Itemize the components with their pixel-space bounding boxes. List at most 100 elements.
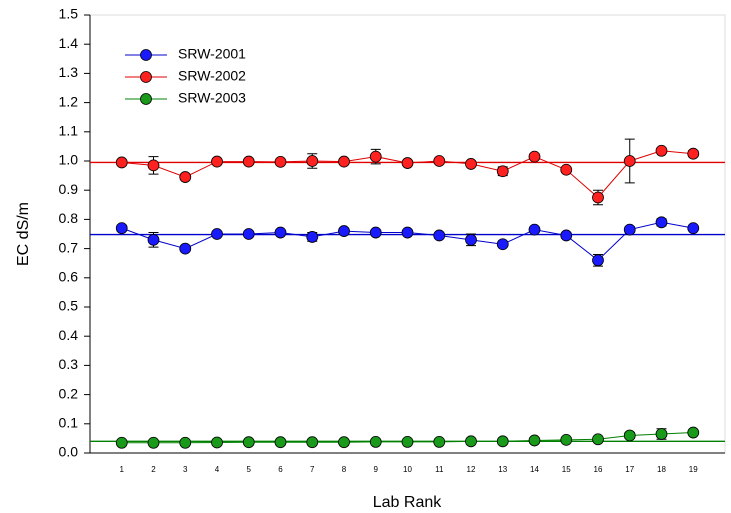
data-point (179, 436, 192, 449)
data-point (369, 226, 382, 239)
data-point (115, 436, 128, 449)
x-tick-label: 6 (278, 465, 283, 474)
x-tick-label: 9 (374, 465, 379, 474)
data-point (274, 155, 287, 168)
x-tick-label: 2 (151, 465, 156, 474)
data-point (687, 147, 700, 160)
x-tick-label: 17 (625, 465, 634, 474)
data-point (655, 216, 668, 229)
data-point (433, 155, 446, 167)
x-tick-label: 15 (562, 465, 571, 474)
data-point (433, 229, 446, 242)
x-tick-label: 10 (403, 465, 412, 474)
data-point (306, 155, 319, 167)
y-tick-label: 1.5 (59, 6, 79, 22)
data-point (465, 158, 477, 170)
x-tick-label: 14 (530, 465, 539, 474)
y-tick-label: 0.7 (59, 239, 79, 255)
legend-marker (140, 93, 152, 105)
data-point (274, 436, 287, 449)
y-tick-label: 0.6 (59, 269, 79, 285)
data-point (592, 191, 604, 204)
y-tick-label: 0.1 (59, 415, 79, 431)
data-point (528, 150, 541, 163)
x-tick-label: 1 (120, 465, 125, 474)
data-point (623, 223, 636, 236)
legend-marker (140, 71, 152, 83)
y-tick-label: 1.1 (59, 123, 79, 139)
x-tick-label: 12 (467, 465, 476, 474)
data-point (401, 226, 414, 239)
y-tick-label: 1.4 (59, 35, 79, 51)
data-point (147, 233, 160, 246)
data-point (211, 228, 223, 240)
data-point (274, 226, 287, 239)
data-point (401, 436, 414, 448)
data-point (115, 222, 128, 235)
x-tick-label: 3 (183, 465, 188, 474)
legend-label: SRW-2002 (178, 68, 246, 84)
data-point (338, 436, 350, 449)
y-tick-label: 0.8 (59, 210, 79, 226)
data-point (655, 428, 668, 440)
data-point (465, 233, 477, 246)
data-point (306, 231, 319, 243)
data-point (496, 435, 509, 448)
y-tick-label: 1.3 (59, 64, 79, 80)
y-tick-label: 0.3 (59, 356, 79, 372)
data-point (338, 155, 350, 168)
data-point (115, 156, 128, 169)
x-tick-label: 4 (215, 465, 220, 474)
legend-label: SRW-2001 (178, 46, 246, 62)
y-tick-label: 0.2 (59, 385, 79, 401)
x-tick-label: 7 (310, 465, 315, 474)
x-tick-label: 11 (435, 465, 444, 474)
data-point (560, 229, 573, 242)
x-axis-label: Lab Rank (373, 494, 442, 511)
data-point (655, 144, 668, 157)
data-point (211, 155, 223, 168)
data-point (560, 163, 573, 176)
data-point (592, 254, 604, 267)
x-tick-label: 13 (498, 465, 507, 474)
data-point (496, 238, 509, 251)
y-tick-label: 0.0 (59, 444, 79, 460)
data-point (338, 225, 350, 237)
data-point (179, 171, 192, 183)
x-tick-label: 5 (247, 465, 252, 474)
data-point (623, 429, 636, 442)
data-point (369, 436, 382, 448)
y-tick-label: 0.4 (59, 327, 79, 343)
data-point (528, 223, 541, 236)
y-axis-label: EC dS/m (15, 202, 32, 266)
legend-marker (140, 49, 152, 61)
data-point (592, 433, 604, 446)
data-point (465, 435, 477, 448)
data-point (496, 165, 509, 178)
y-tick-label: 1.0 (59, 152, 79, 168)
legend-label: SRW-2003 (178, 90, 246, 106)
x-tick-label: 18 (657, 465, 666, 474)
data-point (623, 155, 636, 167)
data-point (528, 434, 541, 447)
y-tick-label: 0.5 (59, 298, 79, 314)
data-point (242, 155, 255, 168)
data-point (242, 436, 255, 449)
data-point (147, 159, 160, 172)
x-tick-label: 19 (689, 465, 698, 474)
data-point (560, 433, 573, 446)
data-point (687, 222, 700, 235)
data-point (369, 150, 382, 163)
data-point (147, 436, 160, 449)
data-point (242, 228, 255, 240)
y-tick-label: 0.9 (59, 181, 79, 197)
data-point (433, 436, 446, 448)
data-point (401, 157, 414, 169)
data-point (306, 436, 319, 449)
y-tick-label: 1.2 (59, 93, 79, 109)
data-point (687, 426, 700, 439)
x-tick-label: 16 (594, 465, 603, 474)
data-point (179, 242, 192, 255)
